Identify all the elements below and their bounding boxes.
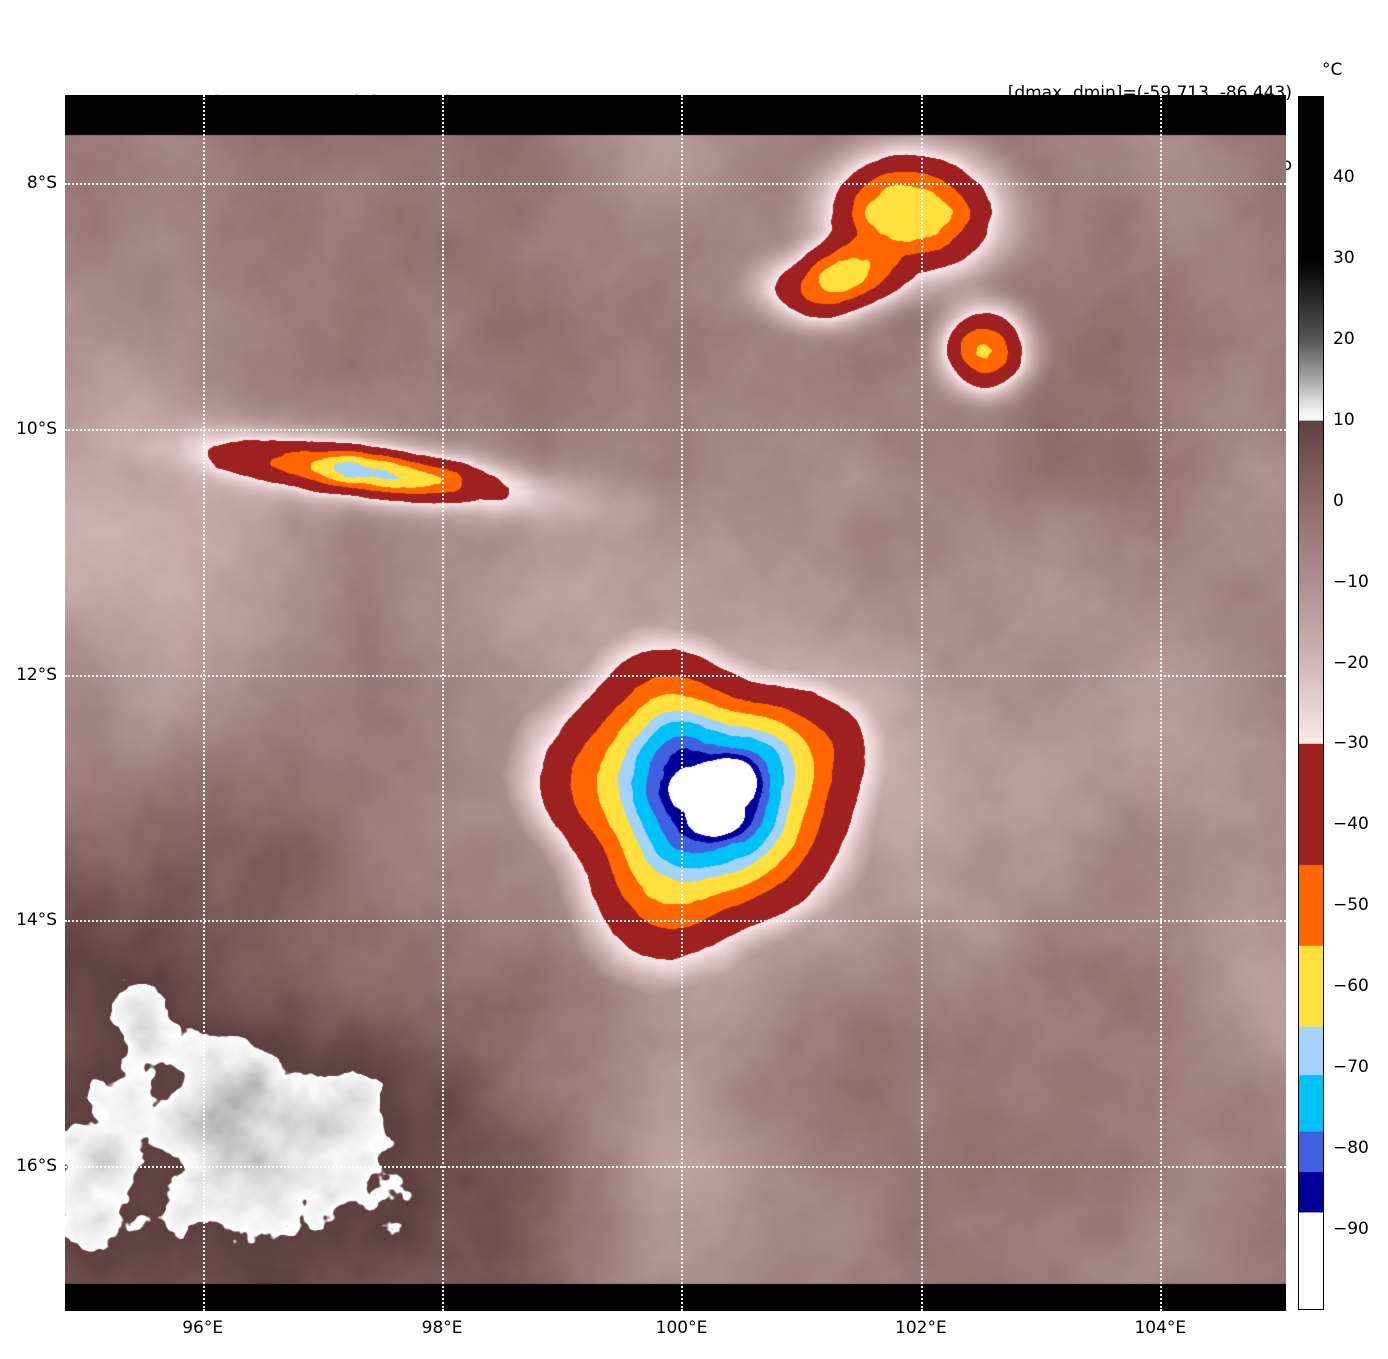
satellite-map[interactable]: Copyright © 2020-2025 Dapiya: [65, 95, 1286, 1311]
lon-tick-label: 100°E: [655, 1318, 708, 1338]
colorbar-tick: −40: [1333, 814, 1369, 835]
lat-tick-label: 10°S: [16, 419, 57, 440]
colorbar-tick: 30: [1333, 247, 1355, 268]
colorbar-tick: −20: [1333, 652, 1369, 673]
colorbar-tick: −10: [1333, 571, 1369, 592]
colorbar-tick: −80: [1333, 1138, 1369, 1159]
colorbar-gradient-strip: [1299, 97, 1323, 1309]
lon-tick-label: 104°E: [1134, 1318, 1187, 1338]
colorbar-tick: −30: [1333, 733, 1369, 754]
satellite-image-canvas: [65, 95, 1286, 1311]
colorbar-tick: −50: [1333, 895, 1369, 916]
lon-tick-label: 98°E: [421, 1318, 463, 1338]
lat-tick-label: 14°S: [16, 910, 57, 931]
colorbar-tick: 40: [1333, 166, 1355, 187]
lat-tick-label: 16°S: [16, 1156, 57, 1177]
colorbar-tick: 0: [1333, 490, 1344, 511]
colorbar-tick: 10: [1333, 409, 1355, 430]
colorbar-unit-label: °C: [1322, 60, 1343, 80]
colorbar-tick: −70: [1333, 1057, 1369, 1078]
lat-tick-label: 12°S: [16, 664, 57, 685]
colorbar-tick: −90: [1333, 1219, 1369, 1240]
colorbar-tick: 20: [1333, 328, 1355, 349]
colorbar[interactable]: [1298, 96, 1324, 1310]
colorbar-tick: −60: [1333, 976, 1369, 997]
lat-tick-label: 8°S: [26, 173, 57, 194]
lon-tick-label: 96°E: [182, 1318, 224, 1338]
lon-tick-label: 102°E: [895, 1318, 947, 1338]
